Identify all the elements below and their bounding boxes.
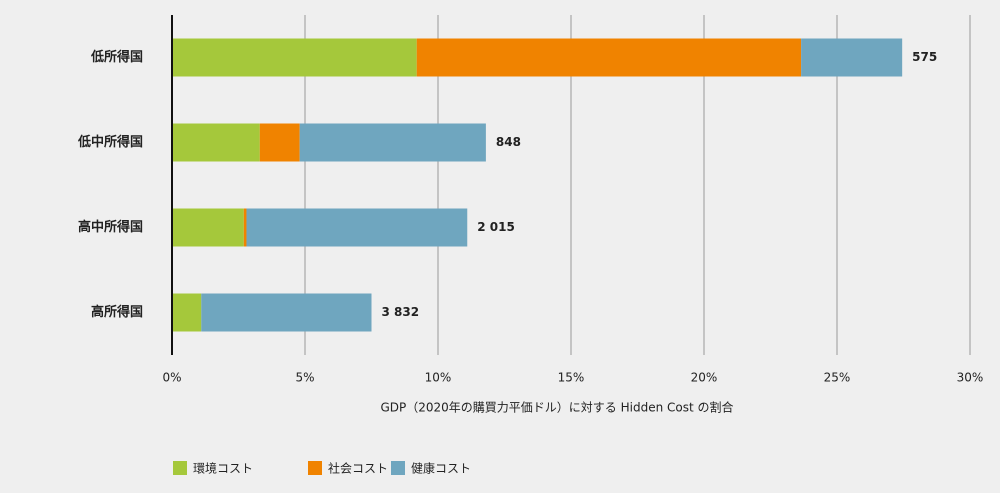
legend-swatch [391, 461, 405, 475]
bar-segment [172, 38, 417, 77]
category-label: 低中所得国 [77, 134, 143, 150]
bar-segment [259, 123, 300, 162]
x-tick-label: 30% [957, 371, 984, 385]
bar-label: 848 [496, 135, 521, 149]
bar-segment [172, 123, 260, 162]
legend-swatch [173, 461, 187, 475]
x-tick-label: 25% [824, 371, 851, 385]
x-axis-title: GDP（2020年の購買力平価ドル）に対する Hidden Cost の割合 [380, 400, 733, 415]
category-label: 高中所得国 [78, 219, 143, 235]
x-tick-label: 10% [425, 371, 452, 385]
legend-label: 社会コスト [328, 461, 388, 476]
bar-label: 2 015 [477, 220, 515, 234]
bar-label: 3 832 [382, 305, 420, 319]
bar-segment [299, 123, 486, 162]
bar-segment [801, 38, 903, 77]
category-label: 低所得国 [90, 49, 143, 65]
x-tick-label: 20% [691, 371, 718, 385]
bar-segment [201, 293, 372, 332]
legend-label: 環境コスト [193, 461, 253, 476]
bar-segment [172, 293, 202, 332]
bar-segment [416, 38, 802, 77]
category-label: 高所得国 [91, 304, 143, 320]
x-tick-label: 0% [162, 371, 181, 385]
bar-label: 575 [912, 50, 937, 64]
legend-label: 健康コスト [411, 461, 471, 476]
x-tick-label: 5% [295, 371, 314, 385]
x-tick-label: 15% [558, 371, 585, 385]
bar-segment [246, 208, 468, 247]
bar-segment [172, 208, 244, 247]
bar-segment [243, 208, 247, 247]
legend-swatch [308, 461, 322, 475]
